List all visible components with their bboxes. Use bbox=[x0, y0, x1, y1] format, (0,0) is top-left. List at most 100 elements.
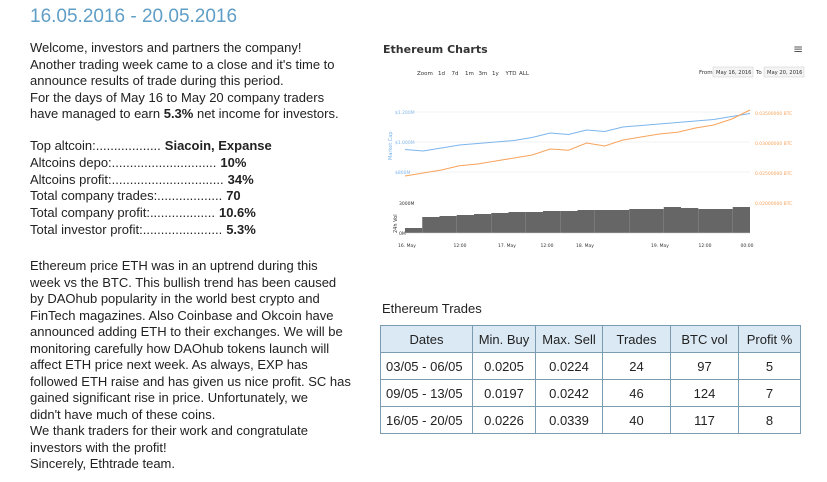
cell: 09/05 - 13/05 bbox=[380, 379, 473, 407]
stat-value: 10% bbox=[220, 154, 247, 170]
volume-bar bbox=[629, 209, 647, 233]
stat-label: Total company trades:.................. bbox=[30, 188, 223, 204]
volume-bar bbox=[456, 215, 474, 233]
intro-line: have managed to earn 5.3% net income for… bbox=[30, 106, 339, 122]
stat-row: Altcoins profit:........................… bbox=[30, 172, 254, 188]
volume-bar bbox=[422, 217, 440, 233]
vol-axis-label: 24h Vol bbox=[393, 214, 399, 233]
volume-bar bbox=[525, 212, 543, 233]
cell: 0.0242 bbox=[535, 379, 603, 407]
body-line: by DAOhub popularity in the world best c… bbox=[30, 291, 320, 306]
to-box bbox=[763, 66, 805, 78]
from-box bbox=[712, 66, 754, 78]
stat-label: Total investor profit:..................… bbox=[30, 222, 223, 237]
zoom-button: ALL bbox=[519, 71, 530, 77]
intro-line: announce results of trade during this pe… bbox=[30, 73, 284, 88]
chart-title: Ethereum Charts bbox=[383, 43, 488, 56]
y-tick-label: $1.200M bbox=[395, 110, 415, 116]
volume-bar bbox=[508, 212, 526, 233]
x-tick-label: 00:00 bbox=[741, 243, 754, 249]
zoom-button: 1d bbox=[438, 71, 445, 77]
volume-bar bbox=[543, 211, 561, 233]
row: 03/05 - 06/05 0.0205 0.0224 24 97 5 bbox=[380, 352, 801, 380]
volume-bar bbox=[560, 211, 578, 233]
stat-label: Top altcoin:.................. bbox=[30, 138, 161, 153]
stat-row: Top altcoin:.................. Siacoin, E… bbox=[30, 138, 272, 154]
cell: 40 bbox=[602, 406, 671, 434]
to-label: To bbox=[755, 70, 762, 76]
zoom-button: YTD bbox=[505, 71, 517, 77]
cell: 0.0339 bbox=[535, 406, 603, 434]
cell: 7 bbox=[738, 379, 801, 407]
x-tick-label: 18. May bbox=[576, 243, 594, 249]
stat-row: Altcoins depo:..........................… bbox=[30, 155, 246, 171]
stat-label: Altcoins depo:..........................… bbox=[30, 154, 217, 170]
volume-bar bbox=[577, 210, 595, 233]
stat-value: 10.6% bbox=[218, 205, 256, 221]
zoom-button: 3m bbox=[479, 71, 488, 77]
y2-tick-label: 0.02500000 BTC bbox=[755, 171, 792, 177]
trades-table: Dates Min. Buy Max. Sell Trades BTC vol Profi… bbox=[380, 325, 801, 434]
column-header: Max. Sell bbox=[535, 325, 603, 353]
cell: 0.0224 bbox=[535, 352, 603, 380]
cell: 0.0197 bbox=[472, 379, 536, 407]
cell: 5 bbox=[738, 352, 801, 380]
volume-bar bbox=[663, 207, 681, 233]
chart: Ethereum Charts ≡ Zoom 1d 7d 1m 3m 1y YTD ALL From… bbox=[383, 42, 805, 249]
body-line: week vs the BTC. This bullish trend has … bbox=[30, 274, 337, 290]
highlight: 5.3% bbox=[163, 106, 194, 121]
cell: 8 bbox=[738, 406, 801, 434]
to-date: May 20, 2016 bbox=[767, 70, 802, 76]
cell: 24 bbox=[602, 352, 671, 380]
volume-bar bbox=[715, 209, 733, 233]
volume-bar bbox=[612, 210, 630, 233]
header-row: Dates Min. Buy Max. Sell Trades BTC vol Profi… bbox=[380, 325, 801, 353]
x-tick-label: 16. May bbox=[398, 243, 416, 249]
intro-line: For the days of May 16 to May 20 company… bbox=[30, 89, 325, 105]
body-line: followed ETH raise and has given us nice… bbox=[30, 373, 351, 389]
line bbox=[404, 109, 751, 177]
body-line: didn't have much of these coins. bbox=[30, 406, 216, 422]
row: 09/05 - 13/05 0.0197 0.0242 46 124 7 bbox=[380, 379, 801, 407]
x-tick-label: 19. May bbox=[651, 243, 669, 249]
volume-bar bbox=[439, 216, 457, 233]
body-line: We thank traders for their work and cong… bbox=[30, 423, 308, 438]
body-line: FinTech magazines. Also Coinbase and Okc… bbox=[30, 307, 334, 323]
y2-tick-label: 0.03000000 BTC bbox=[755, 141, 792, 147]
y-tick-label: $1.000M bbox=[395, 140, 415, 146]
x-tick-label: 12:00 bbox=[454, 243, 467, 249]
zoom-label: Zoom bbox=[417, 71, 433, 77]
cell: 124 bbox=[670, 379, 739, 407]
stat-label: Altcoins profit:........................… bbox=[30, 171, 224, 187]
y2-tick-label: 0.02000000 BTC bbox=[755, 201, 792, 207]
x-tick-label: 17. May bbox=[498, 243, 516, 249]
table-title: Ethereum Trades bbox=[382, 301, 482, 316]
volume-bar bbox=[681, 208, 699, 233]
column-header: Trades bbox=[602, 325, 671, 353]
zoom-button: 7d bbox=[452, 71, 459, 77]
row: 16/05 - 20/05 0.0226 0.0339 40 117 8 bbox=[380, 406, 801, 434]
zoom-button: 1y bbox=[492, 71, 499, 77]
zoom-button: 1m bbox=[465, 71, 474, 77]
body-line: announced adding ETH to their exchanges.… bbox=[30, 324, 343, 339]
y-axis-label: Market Cap bbox=[388, 131, 394, 160]
body-line: gained significant rise in price. Unfort… bbox=[30, 390, 308, 405]
stat-value: 5.3% bbox=[226, 222, 256, 237]
vol-tick-label: 0M bbox=[399, 231, 406, 237]
cell: 97 bbox=[670, 352, 739, 380]
stat-row: Total company trades:.................. 7… bbox=[30, 188, 241, 204]
intro-line: Welcome, investors and partners the comp… bbox=[30, 40, 302, 55]
volume-bar bbox=[698, 209, 716, 233]
volume-bar bbox=[646, 209, 664, 233]
text: have managed to earn bbox=[30, 106, 164, 121]
body-line: investors with the profit! bbox=[30, 439, 167, 455]
body-line: Sincerely, Ethtrade team. bbox=[30, 456, 175, 471]
stat-label: Total company profit:.................. bbox=[30, 205, 215, 221]
line bbox=[404, 113, 751, 152]
cell: 117 bbox=[670, 406, 739, 434]
menu-icon: ≡ bbox=[793, 42, 803, 56]
volume-bar bbox=[474, 214, 492, 233]
volume-bar bbox=[594, 210, 612, 233]
body-line: monitoring carefully how DAOhub tokens l… bbox=[30, 340, 330, 356]
from-date: May 16, 2016 bbox=[716, 70, 751, 76]
